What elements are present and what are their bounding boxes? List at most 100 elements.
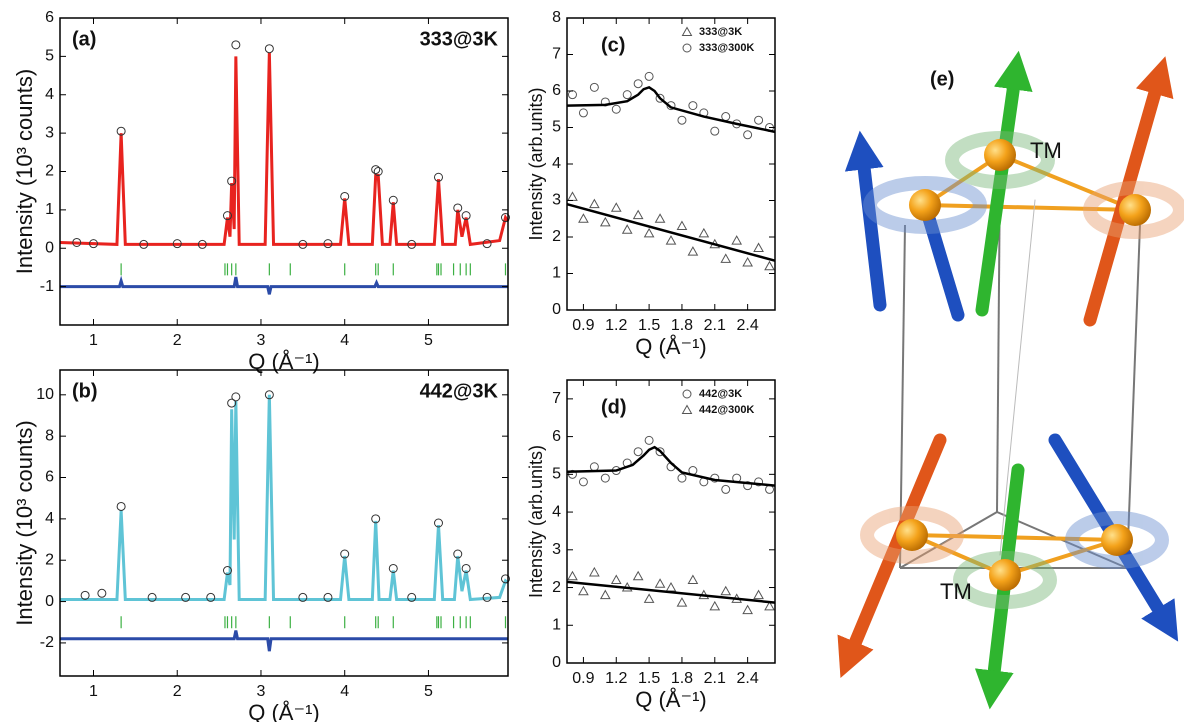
y-tick-label: 3 (552, 541, 561, 558)
point (407, 239, 417, 249)
point (589, 566, 600, 577)
point (610, 202, 622, 212)
y-axis-label: Intensity (10³ counts) (12, 420, 37, 625)
y-tick-label: 0 (45, 239, 54, 256)
point (578, 213, 589, 223)
x-tick-label: 1.8 (671, 670, 693, 687)
panel-label: (b) (72, 380, 98, 402)
x-tick-label: 2 (173, 683, 182, 700)
y-tick-label: 5 (552, 119, 561, 136)
point (323, 592, 333, 602)
y-tick-label: 6 (552, 82, 561, 99)
sample-label: 442@3K (420, 380, 499, 402)
sample-label: 333@3K (420, 28, 499, 50)
x-tick-label: 1.5 (638, 670, 660, 687)
point (80, 590, 90, 600)
point (181, 592, 191, 602)
x-axis-label: Q (Å⁻¹) (635, 687, 707, 712)
point (611, 104, 621, 114)
point (482, 239, 492, 249)
point (665, 582, 677, 592)
y-tick-label: 0 (552, 301, 561, 318)
y-tick-label: 3 (552, 192, 561, 209)
point (677, 115, 687, 125)
y-tick-label: -2 (40, 634, 54, 651)
y-tick-label: 6 (45, 469, 54, 486)
chart: (b) 442@3K 1 2 3 4 5 -2 0 2 4 6 8 10 Q (Å⁻¹) Intensity … (12, 369, 510, 725)
point (500, 213, 510, 223)
x-tick-label: 2.4 (737, 670, 759, 687)
point (589, 82, 599, 92)
point (633, 447, 643, 457)
point (687, 574, 699, 584)
point (264, 390, 274, 400)
y-tick-label: 1 (552, 265, 561, 282)
point (721, 484, 731, 494)
point (567, 570, 578, 581)
point (720, 253, 732, 263)
y-tick-label: 1 (552, 616, 561, 633)
point (453, 549, 463, 559)
point (610, 574, 622, 584)
x-tick-label: 1 (89, 683, 98, 700)
point (407, 592, 417, 602)
point (698, 227, 710, 238)
x-tick-label: 2.1 (704, 670, 726, 687)
chart: (c) 333@3K 333@300K 0.9 1.2 1.5 1.8 2.1 2.4 0 1 2 3 4… (526, 9, 776, 359)
point (633, 79, 643, 89)
line (566, 445, 776, 487)
point (655, 447, 665, 457)
point (589, 198, 600, 209)
point (373, 167, 383, 176)
x-tick-label: 1 (89, 332, 98, 349)
legend-label: 333@300K (699, 42, 754, 54)
point (206, 592, 216, 602)
point (371, 165, 381, 175)
point (578, 585, 589, 596)
point (323, 239, 333, 249)
x-tick-label: 1.2 (605, 670, 627, 687)
x-tick-label: 0.9 (572, 317, 594, 334)
point (578, 108, 588, 118)
y-tick-label: 7 (552, 390, 561, 407)
point (742, 604, 753, 615)
point (433, 518, 443, 528)
point (433, 172, 443, 182)
point (578, 477, 588, 487)
y-tick-label: 0 (552, 654, 561, 671)
point (371, 514, 381, 524)
y-tick-label: 4 (45, 510, 54, 527)
point (340, 191, 350, 201)
point (88, 239, 98, 249)
y-tick-label: 2 (552, 579, 561, 596)
point (388, 195, 398, 205)
x-tick-label: 3 (257, 683, 266, 700)
legend-marker (681, 404, 693, 414)
atom-label: TM (1030, 138, 1062, 163)
point (172, 239, 182, 249)
point (743, 481, 753, 491)
x-tick-label: 1.2 (605, 317, 627, 334)
x-tick-label: 4 (340, 332, 349, 349)
point (461, 211, 471, 221)
point (589, 462, 599, 472)
y-tick-label: 5 (45, 48, 54, 65)
point (632, 209, 644, 220)
point (644, 71, 654, 81)
point (298, 239, 308, 249)
point (643, 227, 655, 238)
point (622, 90, 632, 100)
point (655, 93, 665, 103)
point (743, 130, 753, 140)
point (340, 549, 350, 559)
point (754, 477, 764, 487)
spins (837, 50, 1179, 710)
chart: (d) 442@3K 442@300K 0.9 1.2 1.5 1.8 2.1 2.4 0 1 2 3 4… (526, 379, 776, 712)
point (677, 473, 687, 483)
point (687, 246, 699, 256)
point (222, 211, 232, 221)
y-tick-label: 4 (552, 503, 561, 520)
point (764, 600, 775, 611)
y-tick-label: 3 (45, 124, 54, 141)
